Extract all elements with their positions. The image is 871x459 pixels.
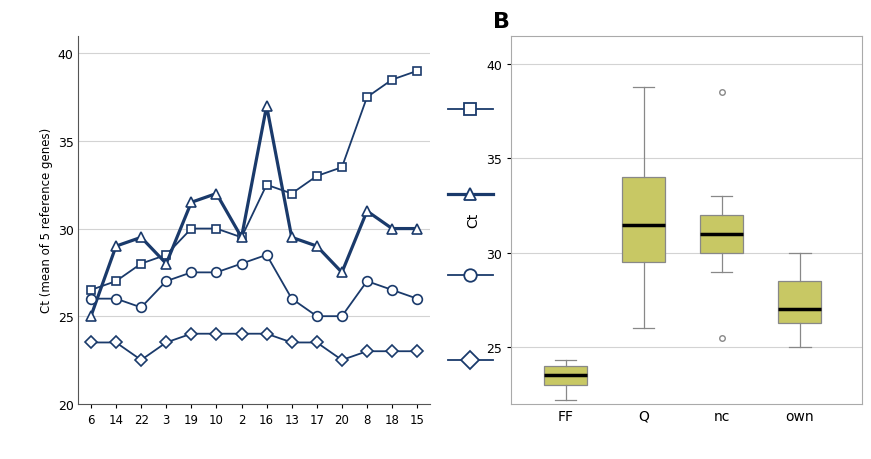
PathPatch shape	[622, 178, 665, 263]
PathPatch shape	[700, 216, 743, 253]
Text: B: B	[493, 12, 510, 33]
PathPatch shape	[779, 281, 821, 323]
Y-axis label: Ct (mean of 5 reference genes): Ct (mean of 5 reference genes)	[40, 128, 53, 313]
PathPatch shape	[544, 366, 587, 385]
Y-axis label: Ct: Ct	[467, 213, 481, 228]
